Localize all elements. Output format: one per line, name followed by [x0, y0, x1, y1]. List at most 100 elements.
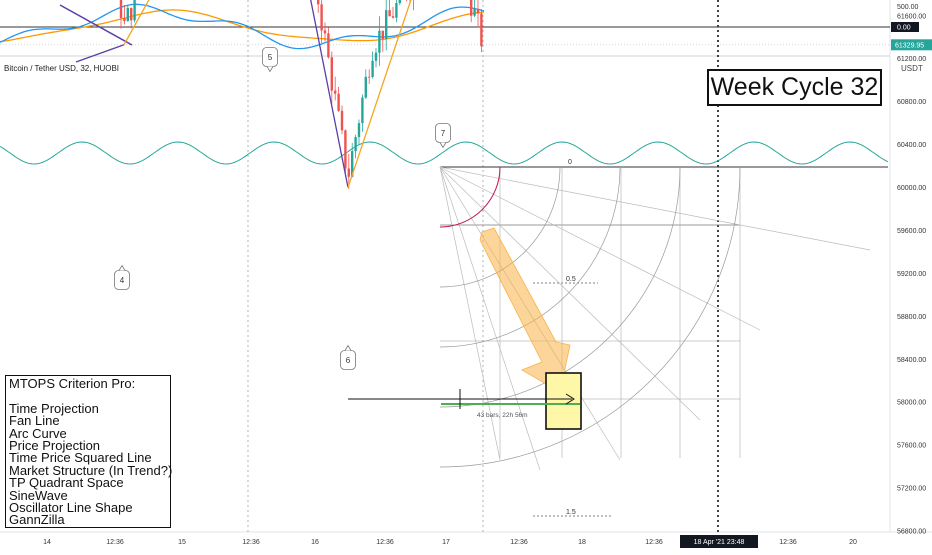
price-tick-label: 58400.00 [897, 357, 926, 364]
candle-body [368, 76, 371, 78]
measure-label: 43 bars, 22h 56m [477, 412, 528, 419]
oscillator-trend-line [59, 4, 133, 46]
candle-body [470, 0, 473, 16]
criterion-item: Arc Curve [9, 425, 67, 441]
time-tick-label: 17 [442, 539, 450, 546]
criterion-item: Price Projection [9, 438, 101, 454]
fan-line [439, 166, 541, 471]
criterion-item: Fan Line [9, 413, 60, 429]
candle-body [371, 60, 374, 77]
price-tick-label: 58000.00 [897, 400, 926, 407]
zigzag-up-segment [123, 0, 150, 46]
criterion-item: Oscillator Line Shape [9, 500, 133, 516]
zigzag-down-segment [310, 0, 349, 188]
candle-body [323, 30, 327, 34]
time-tick-label: 20 [849, 539, 857, 546]
candle-body [480, 13, 483, 47]
price-tick-label: 58800.00 [897, 314, 926, 321]
candle-body [133, 0, 136, 21]
zigzag-down-segment [75, 44, 125, 63]
time-tick-label: 12:36 [510, 539, 528, 546]
time-tick-label: 14 [43, 539, 51, 546]
time-tick-label: 12:36 [779, 539, 797, 546]
level-label: 0 [568, 159, 572, 166]
swing-label: 5 [268, 53, 273, 62]
candle-body [364, 76, 367, 98]
current-price-badge [891, 39, 932, 51]
time-tick-label: 18 [578, 539, 586, 546]
swing-callout-pointer [266, 66, 274, 73]
price-tick-label: 57200.00 [897, 486, 926, 493]
candle-body [344, 130, 347, 169]
candle-body [334, 90, 337, 94]
swing-label: 6 [346, 356, 351, 365]
oscillator-fast-line [0, 3, 485, 50]
candle-body [123, 18, 126, 22]
time-tick-label: 15 [178, 539, 186, 546]
candle-body [395, 3, 398, 18]
price-tick-label: 60400.00 [897, 142, 926, 149]
candle-body [340, 110, 344, 131]
swing-callout-pointer [344, 344, 352, 351]
cursor-time-text: 18 Apr '21 23:48 [694, 539, 745, 546]
candle-body [378, 30, 381, 53]
price-tick-label: 60000.00 [897, 185, 926, 192]
price-tick-label: 57600.00 [897, 443, 926, 450]
swing-callout-pointer [118, 264, 126, 271]
criterion-item: SineWave [9, 487, 68, 503]
price-tick-label: 60800.00 [897, 99, 926, 106]
candle-body [473, 8, 476, 16]
candle-body [385, 10, 388, 40]
cursor-time-badge [680, 535, 758, 548]
projection-arrow [479, 227, 571, 393]
zigzag-up-segment [347, 0, 412, 188]
price-unit-label: USDT [901, 64, 923, 73]
time-tick-label: 16 [311, 539, 319, 546]
criterion-info-panel[interactable]: MTOPS Criterion Pro: Time Projection Fan… [5, 375, 173, 528]
week-cycle-label[interactable]: Week Cycle 32 [707, 69, 882, 106]
candle-body [126, 7, 129, 22]
price-tick-label: 61200.00 [897, 56, 926, 63]
criterion-item: Time Price Squared Line [9, 450, 152, 466]
oscillator-slow-line [0, 9, 485, 43]
criterion-item: TP Quadrant Space [9, 475, 124, 491]
candle-body [130, 7, 133, 21]
price-tick-label: 61600.00 [897, 13, 926, 20]
criterion-item: Time Projection [9, 400, 99, 416]
candle-body [119, 0, 123, 19]
fan-line [439, 166, 871, 251]
current-price-text: 61329.95 [895, 42, 924, 49]
oscillator-value-text: 0.00 [897, 25, 911, 32]
target-box [545, 372, 582, 430]
criterion-item: Market Structure (In Trend?) [9, 462, 173, 478]
time-tick-label: 12:36 [242, 539, 260, 546]
price-tick-label: 56800.00 [897, 529, 926, 536]
oscillator-tick-label: 500.00 [897, 4, 919, 11]
candle-body [347, 168, 350, 177]
arc-curve [439, 166, 561, 288]
candle-body [317, 0, 320, 5]
candle-body [330, 57, 333, 91]
criterion-item: GannZilla [9, 512, 65, 528]
candle-body [374, 52, 378, 61]
arc-curve [439, 166, 681, 408]
arc-curve [439, 166, 621, 348]
swing-label: 7 [441, 129, 446, 138]
candle-body [357, 123, 361, 138]
candle-body [337, 93, 340, 111]
candle-body [361, 97, 364, 124]
candle-body [388, 10, 391, 17]
level-label: 1.5 [566, 509, 576, 516]
time-tick-label: 12:36 [376, 539, 394, 546]
arc-curve-primary [439, 166, 501, 228]
swing-callout-pointer [439, 142, 447, 149]
candle-body [354, 137, 357, 152]
time-tick-label: 12:36 [106, 539, 124, 546]
arc-curve [439, 166, 741, 468]
candle-body [320, 4, 323, 31]
candle-body [351, 151, 354, 177]
time-tick-label: 12:36 [645, 539, 663, 546]
price-tick-label: 59200.00 [897, 271, 926, 278]
